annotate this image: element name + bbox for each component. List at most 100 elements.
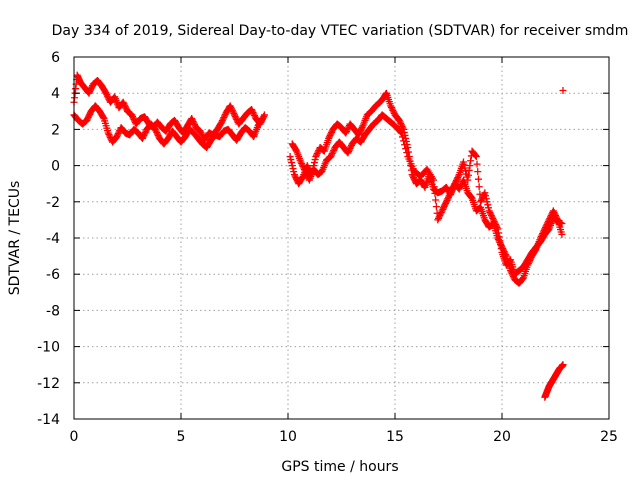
data-point xyxy=(328,151,336,159)
data-point xyxy=(300,166,308,174)
x-tick-label: 5 xyxy=(177,429,186,445)
data-point xyxy=(488,213,496,221)
data-point xyxy=(249,109,257,117)
data-point xyxy=(289,165,297,173)
data-point xyxy=(441,201,449,209)
data-point xyxy=(447,187,455,195)
data-point xyxy=(559,86,567,94)
data-point xyxy=(328,128,336,136)
data-point xyxy=(152,127,160,135)
data-point xyxy=(449,184,457,192)
data-point xyxy=(497,241,505,249)
data-point xyxy=(473,160,481,168)
series-5 xyxy=(541,361,567,401)
data-point xyxy=(445,192,453,200)
data-point xyxy=(344,149,352,157)
data-point xyxy=(440,202,448,210)
data-point xyxy=(345,147,353,155)
data-point xyxy=(292,174,300,182)
data-point xyxy=(286,153,294,161)
data-point xyxy=(387,103,395,111)
data-point xyxy=(103,91,111,99)
data-point xyxy=(328,150,336,158)
y-tick-label: -6 xyxy=(46,267,60,283)
data-point xyxy=(430,176,438,184)
data-point xyxy=(494,229,502,237)
data-point xyxy=(86,86,94,94)
data-point xyxy=(444,195,452,203)
data-point xyxy=(313,151,321,159)
data-point xyxy=(298,161,306,169)
data-point xyxy=(140,131,148,139)
data-point xyxy=(389,106,397,114)
data-point xyxy=(442,199,450,207)
data-point xyxy=(459,158,467,166)
data-point xyxy=(430,183,438,191)
series-1 xyxy=(70,71,268,144)
data-point xyxy=(396,118,404,126)
x-tick-label: 10 xyxy=(279,429,297,445)
data-point xyxy=(435,214,443,222)
data-point xyxy=(129,114,137,122)
data-point xyxy=(343,126,351,134)
series-4 xyxy=(288,111,566,278)
data-point xyxy=(290,171,298,179)
data-point xyxy=(456,184,464,192)
y-tick-label: 6 xyxy=(51,50,60,66)
data-point xyxy=(474,168,482,176)
data-point xyxy=(450,181,458,189)
data-point xyxy=(387,102,395,110)
data-point xyxy=(395,116,403,124)
data-point xyxy=(454,172,462,180)
data-point xyxy=(231,111,238,119)
data-point xyxy=(84,115,92,123)
data-point xyxy=(311,156,319,164)
x-tick-label: 25 xyxy=(600,429,618,445)
data-point xyxy=(99,113,107,121)
data-point xyxy=(464,171,472,179)
series-2 xyxy=(70,102,266,151)
data-point xyxy=(397,129,405,137)
data-point xyxy=(326,131,334,139)
y-tick-label: 2 xyxy=(51,122,60,138)
data-point xyxy=(461,164,469,172)
data-point xyxy=(258,116,266,124)
data-point xyxy=(121,103,129,111)
data-point xyxy=(330,147,338,155)
data-point xyxy=(230,109,238,117)
x-axis-label: GPS time / hours xyxy=(281,459,398,475)
data-point xyxy=(453,175,461,183)
y-tick-label: -8 xyxy=(46,303,60,319)
data-point xyxy=(313,150,321,158)
data-point xyxy=(84,113,92,121)
data-point xyxy=(485,207,493,215)
data-point xyxy=(114,130,122,138)
data-point xyxy=(85,89,93,97)
data-point xyxy=(104,129,112,137)
data-point xyxy=(287,156,295,164)
data-point xyxy=(436,211,444,219)
data-point xyxy=(390,108,398,116)
data-point xyxy=(400,137,408,145)
data-point xyxy=(519,275,527,283)
x-tick-label: 15 xyxy=(386,429,404,445)
data-point xyxy=(345,146,353,154)
data-point xyxy=(481,189,489,197)
data-point xyxy=(250,110,258,118)
data-point xyxy=(432,203,440,211)
data-point xyxy=(358,123,366,131)
data-point xyxy=(105,131,113,139)
data-point xyxy=(410,174,418,182)
data-point xyxy=(291,172,299,180)
data-point xyxy=(220,114,228,122)
data-point xyxy=(228,105,236,113)
data-point xyxy=(445,193,452,201)
data-point xyxy=(292,146,300,154)
data-point xyxy=(139,133,147,141)
x-tick-label: 20 xyxy=(493,429,511,445)
data-point xyxy=(128,112,136,120)
x-tick-label: 0 xyxy=(70,429,79,445)
data-point xyxy=(232,114,240,122)
data-point xyxy=(327,153,335,161)
data-point xyxy=(356,128,364,136)
